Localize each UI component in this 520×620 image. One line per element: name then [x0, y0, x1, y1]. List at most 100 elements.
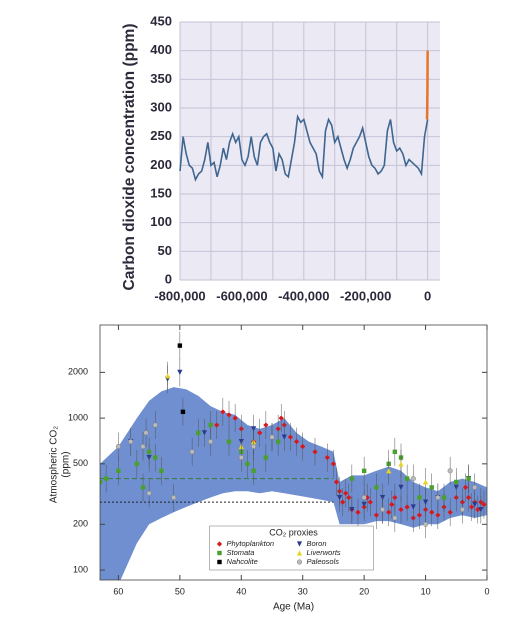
data-point: [481, 501, 487, 508]
data-point: [454, 479, 459, 485]
data-point: [374, 485, 379, 490]
data-point: [180, 409, 186, 415]
data-point: [217, 550, 222, 556]
data-point: [346, 494, 352, 501]
data-point: [429, 509, 435, 515]
data-point: [462, 484, 469, 490]
legend-label: Paleosols: [307, 557, 340, 566]
data-point: [478, 506, 484, 513]
legend-label: Boron: [307, 539, 327, 548]
x-tick-label: -200,000: [340, 288, 391, 303]
data-point: [103, 476, 109, 481]
data-point: [140, 485, 146, 490]
data-point: [152, 422, 158, 428]
legend-box: [209, 525, 374, 571]
data-point: [324, 454, 330, 461]
data-point: [296, 550, 303, 556]
y-axis-label: Atmospheric CO₂: [49, 426, 60, 503]
legend-label: Phytoplankton: [227, 539, 275, 548]
legend-label: Liverworts: [307, 548, 341, 557]
x-tick-label: 20: [359, 586, 369, 596]
data-point: [263, 455, 269, 460]
data-point: [469, 504, 475, 510]
data-point: [386, 468, 392, 474]
data-point: [355, 509, 361, 515]
data-point: [441, 495, 447, 500]
y-tick-label: 400: [150, 42, 172, 57]
data-point: [312, 449, 318, 455]
data-point: [373, 512, 380, 518]
x-tick-label: 10: [421, 586, 431, 596]
data-point: [196, 430, 201, 436]
y-axis-label: (ppm): [61, 451, 72, 477]
data-point: [116, 468, 121, 473]
data-point: [143, 430, 149, 436]
data-point: [251, 443, 257, 450]
data-point: [398, 484, 404, 490]
x-tick-label: 60: [113, 586, 123, 596]
data-point: [472, 501, 478, 508]
data-point: [134, 461, 140, 467]
data-point: [330, 461, 337, 467]
y-tick-label: 350: [150, 71, 172, 86]
data-point: [466, 476, 471, 481]
data-point: [300, 443, 306, 450]
data-point: [293, 439, 300, 445]
data-point: [159, 468, 164, 473]
data-point: [398, 461, 404, 467]
x-tick-label: 0: [424, 288, 431, 303]
legend-label: Stomata: [227, 548, 255, 557]
data-point: [100, 479, 103, 485]
data-point: [238, 455, 244, 461]
data-point: [140, 443, 146, 450]
y-tick-label: 100: [73, 564, 88, 574]
data-point: [216, 541, 223, 547]
data-point: [201, 430, 208, 436]
data-point: [423, 521, 429, 527]
data-point: [349, 506, 355, 513]
x-tick-label: 30: [298, 586, 308, 596]
data-point: [410, 476, 416, 482]
x-tick-label: 40: [236, 586, 246, 596]
data-point: [214, 422, 220, 428]
x-tick-label: -800,000: [154, 288, 205, 303]
data-point: [447, 468, 453, 474]
legend-label: Nahcolite: [227, 557, 258, 566]
data-point: [275, 439, 281, 444]
data-point: [410, 504, 416, 510]
x-tick-label: -600,000: [216, 288, 267, 303]
data-point: [208, 422, 213, 428]
legend-title: CO₂ proxies: [269, 527, 318, 537]
plot-frame: [99, 324, 488, 581]
data-point: [220, 409, 226, 415]
data-point: [333, 479, 340, 485]
data-point: [263, 422, 269, 428]
data-point: [361, 495, 367, 501]
y-tick-label: 450: [150, 13, 172, 28]
data-line: [425, 50, 429, 120]
data-point: [422, 499, 429, 505]
data-point: [340, 499, 346, 505]
data-point: [392, 494, 398, 501]
data-point: [367, 499, 373, 505]
data-point: [422, 479, 429, 485]
data-point: [177, 369, 183, 375]
data-point: [278, 415, 284, 421]
data-point: [251, 468, 256, 473]
co2-800k-chart: 0 50 100 150 200 250 300 350 400 450 -800,000 -600,…: [121, 13, 440, 303]
data-point: [164, 373, 171, 379]
data-line: [179, 113, 429, 182]
data-point: [281, 434, 287, 440]
data-point: [128, 439, 134, 445]
data-point: [417, 495, 422, 500]
data-point: [343, 490, 349, 496]
data-point: [472, 484, 478, 490]
data-point: [361, 468, 367, 473]
data-point: [153, 455, 158, 460]
data-point: [226, 439, 232, 444]
y-tick-label: 200: [150, 157, 172, 172]
data-point: [269, 434, 275, 440]
data-point: [146, 490, 152, 496]
y-tick-label: 200: [73, 519, 88, 529]
